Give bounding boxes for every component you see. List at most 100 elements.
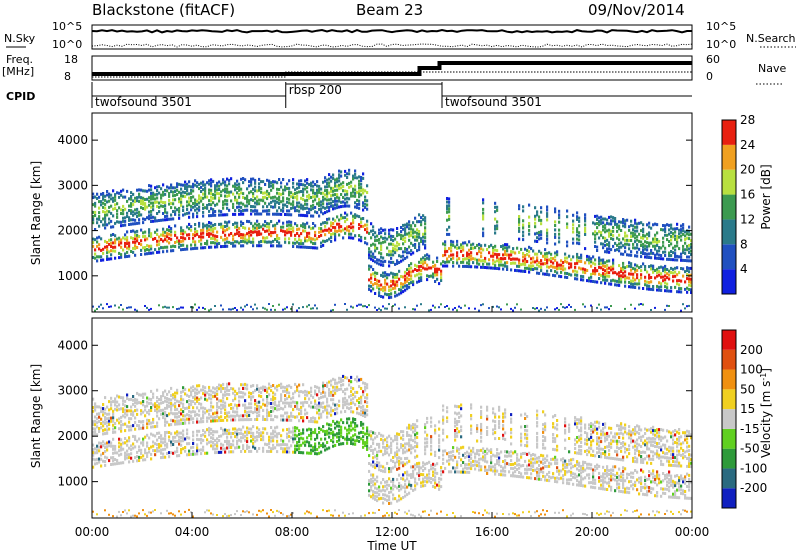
radar-cell xyxy=(256,199,259,203)
radar-cell xyxy=(662,228,665,232)
radar-cell xyxy=(690,273,693,277)
radar-cell xyxy=(648,273,651,277)
radar-cell xyxy=(362,414,365,417)
radar-cell xyxy=(224,244,227,248)
radar-cell xyxy=(350,232,353,236)
radar-cell xyxy=(184,184,187,187)
radar-cell xyxy=(134,253,137,257)
radar-cell xyxy=(354,172,357,176)
radar-cell xyxy=(232,439,235,443)
radar-cell xyxy=(196,181,199,185)
radar-cell xyxy=(92,210,95,214)
radar-cell xyxy=(310,428,313,432)
radar-cell xyxy=(112,207,115,211)
radar-cell xyxy=(314,238,317,242)
groundscatter-cell xyxy=(268,515,270,518)
radar-cell xyxy=(276,209,279,213)
radar-cell xyxy=(374,494,377,498)
radar-cell xyxy=(362,188,365,192)
radar-cell xyxy=(226,414,229,418)
radar-cell xyxy=(388,228,391,232)
radar-cell xyxy=(584,223,587,227)
radar-cell xyxy=(576,255,579,259)
groundscatter-cell xyxy=(256,513,258,516)
radar-cell xyxy=(122,236,125,240)
radar-cell xyxy=(608,215,611,219)
radar-cell xyxy=(688,251,691,254)
radar-cell xyxy=(646,287,649,291)
radar-cell xyxy=(208,433,211,437)
radar-cell xyxy=(300,443,303,447)
radar-cell xyxy=(400,282,403,286)
radar-cell xyxy=(246,414,249,418)
radar-cell xyxy=(352,401,355,405)
radar-cell xyxy=(152,403,155,407)
radar-cell xyxy=(682,244,685,248)
radar-cell xyxy=(448,217,451,221)
radar-cell xyxy=(682,251,685,254)
groundscatter-cell xyxy=(386,307,388,310)
radar-cell xyxy=(120,423,123,427)
radar-cell xyxy=(688,266,691,270)
radar-cell xyxy=(230,418,233,422)
radar-cell xyxy=(396,280,399,284)
radar-cell xyxy=(354,433,357,437)
radar-cell xyxy=(644,244,647,248)
radar-cell xyxy=(192,240,195,244)
radar-cell xyxy=(128,453,131,457)
radar-cell xyxy=(208,209,211,213)
radar-cell xyxy=(270,188,273,192)
radar-cell xyxy=(316,191,319,195)
radar-cell xyxy=(334,193,337,197)
groundscatter-cell xyxy=(174,514,176,517)
radar-cell xyxy=(512,261,515,265)
radar-cell xyxy=(216,451,219,454)
radar-cell xyxy=(224,233,227,237)
radar-cell xyxy=(230,406,233,410)
radar-cell xyxy=(338,388,341,391)
radar-cell xyxy=(632,266,635,270)
radar-cell xyxy=(596,245,599,249)
radar-cell xyxy=(348,172,351,176)
radar-cell xyxy=(556,250,559,254)
radar-cell xyxy=(236,240,239,244)
radar-cell xyxy=(162,412,165,416)
radar-cell xyxy=(112,427,115,431)
radar-cell xyxy=(528,250,531,254)
radar-cell xyxy=(174,422,177,426)
radar-cell xyxy=(310,405,313,409)
radar-cell xyxy=(376,246,379,250)
radar-cell xyxy=(168,217,171,221)
radar-cell xyxy=(140,455,143,459)
radar-cell xyxy=(358,385,361,389)
radar-cell xyxy=(160,187,163,191)
radar-cell xyxy=(240,414,243,418)
radar-cell xyxy=(252,209,255,213)
radar-cell xyxy=(392,239,395,243)
radar-cell xyxy=(156,438,159,442)
radar-cell xyxy=(152,444,155,448)
radar-cell xyxy=(368,454,371,458)
radar-cell xyxy=(598,256,601,260)
radar-cell xyxy=(242,226,245,229)
radar-cell xyxy=(400,230,403,234)
radar-cell xyxy=(218,213,221,217)
groundscatter-cell xyxy=(250,305,252,308)
groundscatter-cell xyxy=(260,510,262,513)
groundscatter-cell xyxy=(544,308,546,311)
radar-cell xyxy=(256,449,259,453)
radar-cell xyxy=(294,448,297,451)
groundscatter-cell xyxy=(204,511,206,514)
radar-cell xyxy=(472,261,475,265)
radar-cell xyxy=(612,226,615,229)
groundscatter-cell xyxy=(430,308,432,311)
radar-cell xyxy=(196,420,199,424)
radar-cell xyxy=(208,416,211,420)
radar-cell xyxy=(166,185,169,189)
radar-cell xyxy=(682,223,685,227)
radar-cell xyxy=(176,208,179,212)
radar-cell xyxy=(102,424,105,428)
radar-cell xyxy=(128,209,131,212)
radar-cell xyxy=(250,221,253,225)
